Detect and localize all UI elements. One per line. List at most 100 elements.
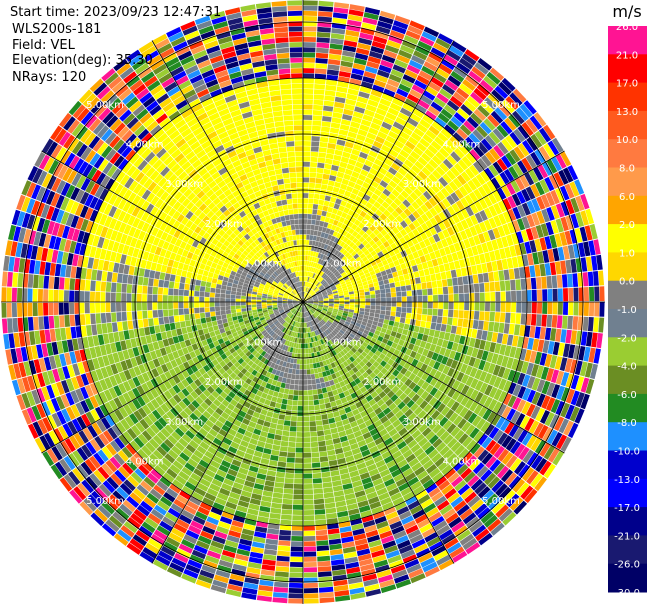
velocity-gate	[354, 490, 366, 498]
velocity-gate	[359, 253, 366, 259]
velocity-gate	[118, 394, 128, 406]
velocity-gate	[487, 229, 496, 241]
velocity-gate	[337, 376, 343, 383]
velocity-gate	[320, 243, 326, 249]
velocity-gate	[447, 542, 462, 554]
velocity-gate	[355, 276, 361, 282]
velocity-gate	[248, 421, 257, 428]
velocity-gate	[328, 218, 335, 225]
velocity-gate	[422, 459, 434, 470]
velocity-gate	[500, 302, 506, 312]
velocity-gate	[398, 414, 408, 423]
velocity-gate	[450, 325, 457, 334]
velocity-gate	[426, 245, 434, 254]
velocity-gate	[456, 174, 467, 186]
velocity-gate	[212, 437, 223, 446]
velocity-gate	[284, 334, 289, 340]
velocity-gate	[353, 253, 360, 260]
velocity-gate	[73, 486, 87, 501]
velocity-gate	[453, 66, 468, 79]
velocity-gate	[372, 140, 383, 149]
velocity-gate	[219, 487, 231, 497]
velocity-gate	[319, 344, 324, 351]
velocity-gate	[514, 347, 522, 360]
velocity-gate	[517, 160, 528, 174]
velocity-gate	[333, 584, 349, 592]
velocity-gate	[464, 302, 470, 311]
velocity-gate	[313, 286, 318, 291]
velocity-gate	[460, 104, 473, 116]
velocity-gate	[405, 247, 412, 256]
velocity-gate	[100, 417, 111, 430]
velocity-gate	[417, 346, 425, 355]
velocity-gate	[310, 315, 315, 320]
velocity-gate	[164, 400, 174, 410]
velocity-gate	[267, 378, 274, 385]
velocity-gate	[159, 476, 172, 487]
velocity-gate	[546, 159, 558, 174]
velocity-gate	[296, 338, 300, 343]
velocity-gate	[425, 321, 432, 329]
velocity-gate	[568, 302, 574, 316]
velocity-gate	[498, 270, 505, 281]
velocity-gate	[308, 282, 312, 288]
velocity-gate	[299, 307, 302, 312]
velocity-gate	[337, 510, 349, 518]
velocity-gate	[313, 230, 318, 236]
velocity-gate	[390, 394, 399, 402]
velocity-gate	[316, 550, 330, 557]
velocity-gate	[294, 478, 303, 484]
velocity-gate	[119, 503, 133, 517]
velocity-gate	[305, 287, 307, 292]
velocity-gate	[459, 508, 474, 521]
velocity-gate	[286, 323, 290, 329]
velocity-gate	[237, 371, 244, 379]
velocity-gate	[136, 396, 146, 407]
velocity-gate	[306, 287, 309, 293]
velocity-gate	[316, 292, 322, 296]
velocity-gate	[489, 342, 497, 353]
velocity-gate	[359, 472, 370, 480]
velocity-gate	[155, 555, 171, 567]
velocity-gate	[366, 61, 380, 69]
velocity-gate	[255, 445, 264, 453]
velocity-gate	[277, 337, 283, 343]
velocity-gate	[376, 399, 385, 407]
velocity-gate	[394, 454, 405, 464]
velocity-gate	[247, 561, 262, 569]
velocity-gate	[365, 459, 375, 467]
velocity-gate	[316, 275, 320, 281]
velocity-gate	[296, 311, 300, 317]
velocity-gate	[186, 500, 199, 511]
velocity-gate	[129, 538, 145, 551]
velocity-gate	[488, 271, 495, 282]
velocity-gate	[497, 432, 508, 445]
velocity-gate	[476, 465, 489, 478]
velocity-gate	[350, 518, 363, 526]
velocity-gate	[379, 266, 386, 272]
velocity-gate	[542, 302, 548, 314]
velocity-gate	[160, 427, 171, 438]
velocity-gate	[416, 263, 424, 271]
velocity-gate	[133, 366, 142, 376]
velocity-gate	[311, 452, 320, 458]
velocity-gate	[305, 322, 307, 328]
velocity-gate	[254, 406, 262, 414]
velocity-gate	[492, 401, 503, 414]
velocity-gate	[229, 491, 241, 500]
velocity-gate	[449, 456, 461, 468]
velocity-gate	[248, 503, 260, 511]
velocity-gate	[474, 338, 481, 349]
velocity-gate	[446, 155, 457, 166]
velocity-gate	[202, 497, 215, 507]
velocity-gate	[471, 328, 478, 339]
velocity-gate	[306, 305, 311, 309]
velocity-gate	[314, 324, 319, 330]
velocity-gate	[421, 427, 432, 437]
velocity-gate	[410, 150, 421, 160]
velocity-gate	[178, 514, 192, 525]
velocity-gate	[349, 404, 358, 411]
velocity-gate	[51, 412, 62, 428]
velocity-gate	[455, 268, 462, 278]
velocity-gate	[296, 327, 299, 333]
